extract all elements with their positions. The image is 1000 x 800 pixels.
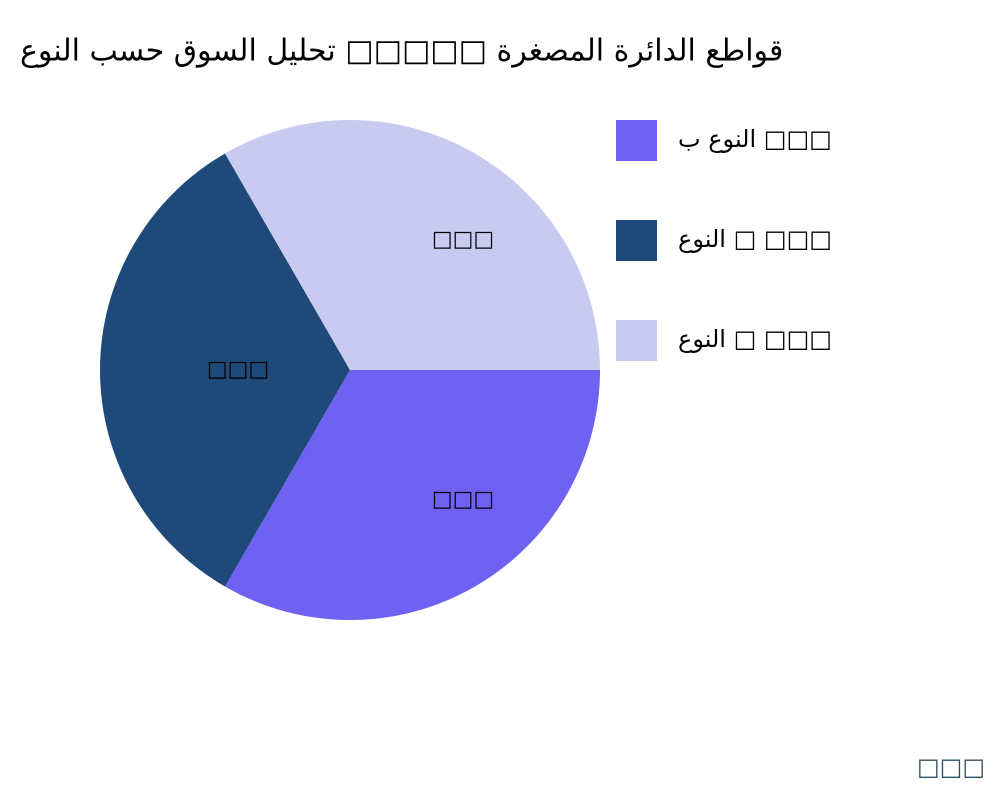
legend-swatch bbox=[616, 220, 657, 261]
slice-label: □□□ bbox=[432, 487, 494, 512]
pie-slice bbox=[225, 370, 600, 620]
legend-swatch bbox=[616, 320, 657, 361]
legend-swatch bbox=[616, 120, 657, 161]
slice-label: □□□ bbox=[432, 227, 494, 252]
legend-label: النوع □ □□□ bbox=[678, 225, 832, 253]
pie-slice bbox=[225, 119, 600, 370]
legend-label: النوع ب □□□ bbox=[678, 125, 832, 153]
footer: □□□ bbox=[917, 753, 985, 781]
slice-label: □□□ bbox=[207, 357, 269, 382]
legend-label: النوع □ □□□ bbox=[678, 325, 832, 353]
chart-title: قواطع الدائرة المصغرة □□□□□ تحليل السوق … bbox=[20, 34, 783, 69]
